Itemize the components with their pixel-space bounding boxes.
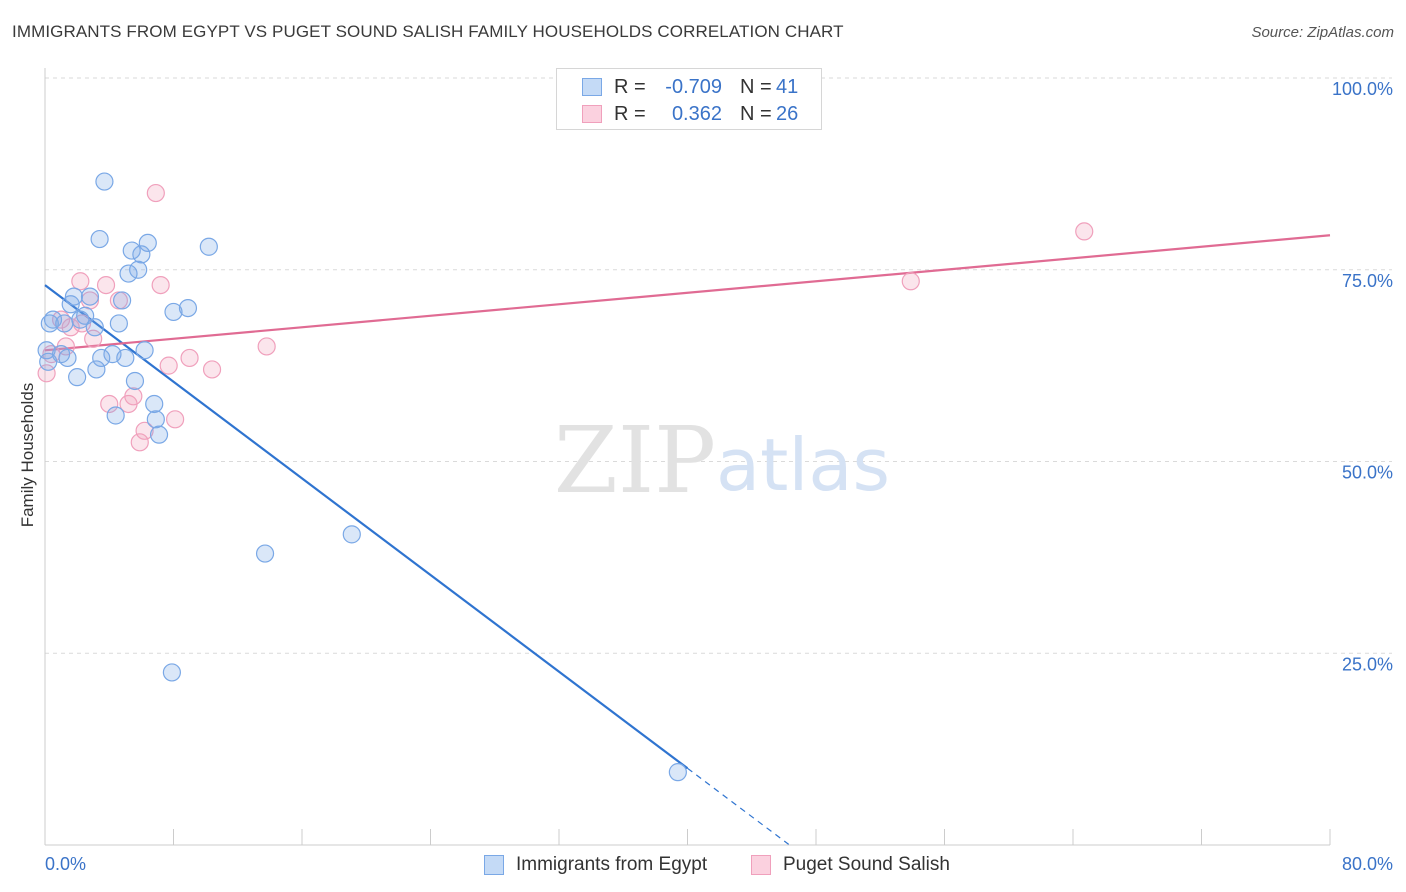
watermark-atlas: atlas (716, 423, 890, 507)
salish-point (180, 348, 199, 368)
salish-point (100, 394, 119, 414)
n-label: N = (740, 102, 772, 125)
egypt-point (55, 314, 74, 333)
egypt-trend-line (44, 284, 689, 770)
egypt-point (116, 348, 135, 368)
trend-lines (44, 234, 1331, 845)
egypt-point (162, 663, 181, 682)
egypt-point (87, 360, 106, 379)
y-tick-label: 100.0% (1332, 79, 1393, 99)
salish-legend-swatch (751, 855, 771, 875)
egypt-point (68, 368, 87, 387)
egypt-point (668, 763, 687, 782)
n-label: N = (740, 75, 772, 98)
egypt-point (122, 241, 141, 260)
axes (44, 68, 1331, 846)
egypt-point (43, 310, 63, 329)
egypt-point (149, 425, 169, 444)
data-points (37, 172, 1094, 782)
salish-point (151, 275, 170, 295)
egypt-point (119, 264, 138, 283)
egypt-point (164, 302, 183, 322)
egypt-point (138, 233, 157, 253)
egypt-point (112, 291, 132, 310)
egypt-point (255, 544, 275, 563)
salish-point (84, 329, 103, 348)
r-value: -0.709 (665, 75, 722, 98)
egypt-point (58, 348, 77, 368)
egypt-point (199, 237, 218, 256)
x-tick-label: 0.0% (45, 854, 86, 874)
egypt-point (342, 525, 361, 544)
salish-point (146, 183, 165, 203)
salish-trend-line (44, 234, 1331, 352)
n-value: 41 (776, 75, 799, 98)
salish-point (166, 410, 185, 429)
salish-point (1075, 222, 1094, 241)
egypt-point (92, 348, 111, 368)
egypt-point (125, 371, 145, 391)
egypt-trend-extension (687, 767, 790, 845)
n-value: 26 (776, 102, 799, 125)
salish-point (71, 272, 90, 291)
r-label: R = (614, 75, 646, 98)
salish-point (202, 360, 222, 379)
salish-point (96, 275, 116, 295)
egypt-point (95, 172, 114, 191)
grid-lines (45, 77, 1392, 654)
salish-point (135, 421, 154, 440)
chart-title: IMMIGRANTS FROM EGYPT VS PUGET SOUND SAL… (12, 22, 844, 41)
r-label: R = (614, 102, 646, 125)
y-axis-label: Family Households (18, 382, 37, 528)
y-tick-label: 25.0% (1342, 654, 1393, 674)
tick-labels: 100.0% 75.0% 50.0% 25.0% 0.0% 80.0% (45, 79, 1393, 874)
y-tick-label: 75.0% (1342, 271, 1393, 291)
legend-item-salish[interactable]: Puget Sound Salish (751, 852, 950, 878)
egypt-point (129, 260, 148, 279)
egypt-point (132, 245, 151, 264)
egypt-point (64, 287, 84, 306)
egypt-point (90, 229, 109, 249)
x-tick-label: 80.0% (1342, 854, 1393, 874)
y-tick-label: 50.0% (1342, 463, 1393, 483)
salish-point (124, 387, 143, 406)
salish-point (37, 364, 56, 383)
r-value: 0.362 (671, 102, 722, 125)
egypt-point (145, 394, 164, 414)
egypt-point (85, 318, 104, 337)
salish-point (130, 433, 149, 452)
legend-label-salish: Puget Sound Salish (783, 854, 950, 875)
egypt-point (80, 287, 100, 306)
watermark-zip: ZIP (554, 407, 716, 514)
salish-point (257, 337, 276, 356)
legend-item-egypt[interactable]: Immigrants from Egypt (484, 852, 707, 878)
source-credit: Source: ZipAtlas.com (1251, 24, 1394, 41)
egypt-point (37, 341, 56, 360)
stats-row-egypt: R = -0.709 N = 41 (582, 74, 798, 100)
salish-point (901, 272, 920, 291)
stats-row-salish: R = 0.362 N = 26 (582, 101, 798, 127)
egypt-point (178, 299, 198, 318)
salish-swatch (582, 105, 602, 123)
egypt-point (146, 410, 165, 429)
egypt-swatch (582, 78, 602, 96)
egypt-point (135, 341, 154, 360)
egypt-point (106, 406, 125, 425)
salish-point (159, 356, 178, 375)
stats-legend: R = -0.709 N = 41 R = 0.362 N = 26 (556, 68, 822, 130)
legend-label-egypt: Immigrants from Egypt (516, 854, 708, 875)
egypt-legend-swatch (484, 855, 504, 875)
egypt-point (109, 314, 128, 333)
